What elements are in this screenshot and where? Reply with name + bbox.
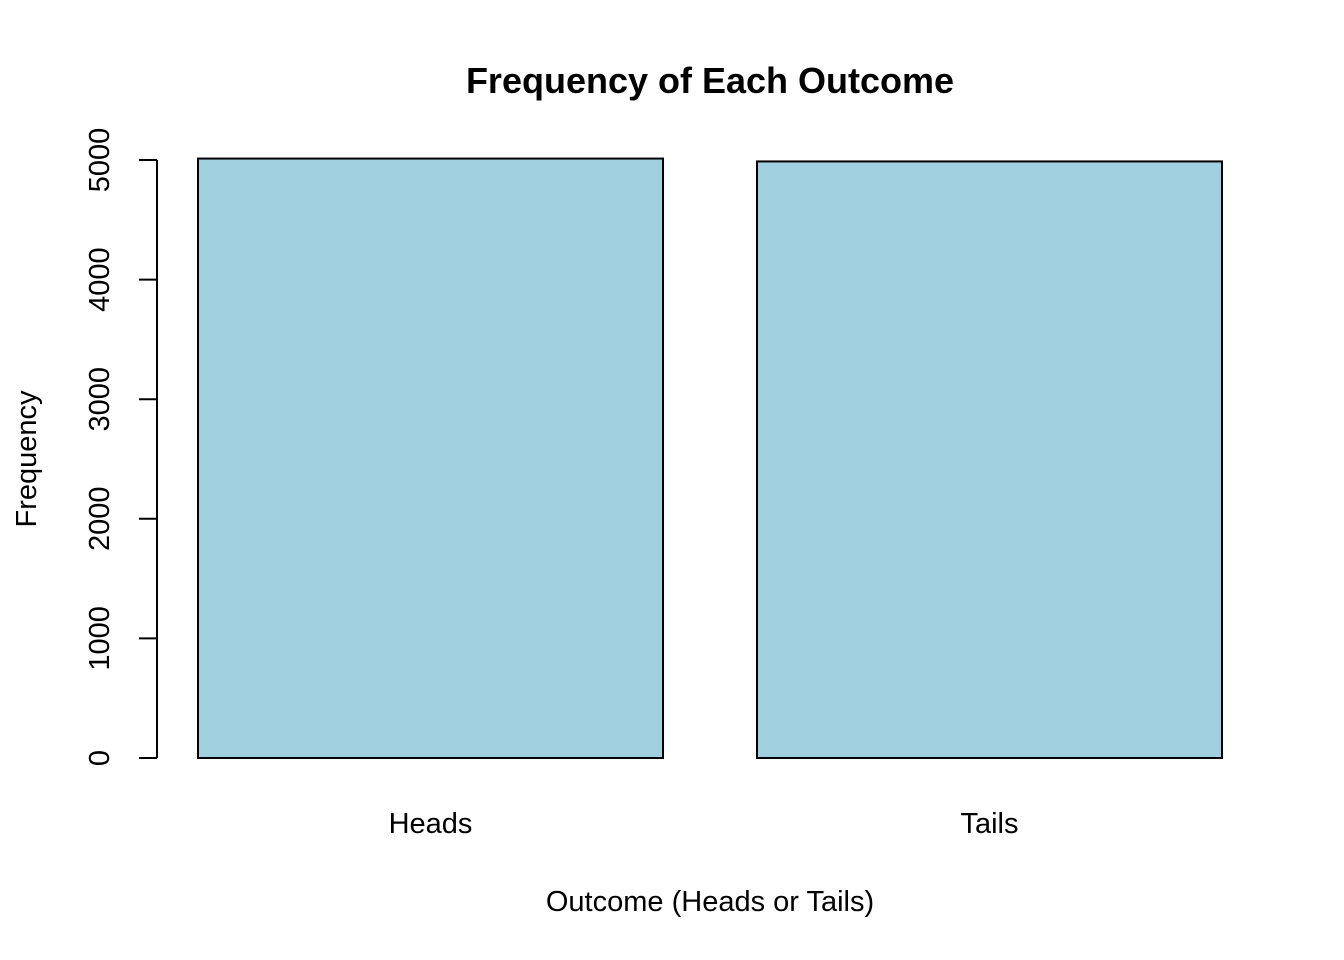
x-axis-label: Outcome (Heads or Tails) [546, 886, 874, 918]
x-category-label: Tails [960, 808, 1018, 840]
y-tick-label: 4000 [84, 247, 116, 312]
bar-heads [197, 157, 664, 759]
y-tick-label: 5000 [84, 128, 116, 193]
y-axis-label: Frequency [11, 390, 43, 528]
bar-tails [756, 160, 1223, 760]
y-tick-label: 3000 [84, 367, 116, 432]
category-labels: Heads Tails [389, 808, 1019, 840]
x-category-label: Heads [389, 808, 473, 840]
y-tick-label: 0 [84, 750, 116, 766]
chart-title: Frequency of Each Outcome [466, 60, 954, 101]
y-tick-label: 1000 [84, 606, 116, 671]
bars-group [197, 157, 1223, 760]
y-axis: 0 1000 2000 3000 4000 5000 [84, 128, 158, 766]
y-tick-label: 2000 [84, 487, 116, 552]
